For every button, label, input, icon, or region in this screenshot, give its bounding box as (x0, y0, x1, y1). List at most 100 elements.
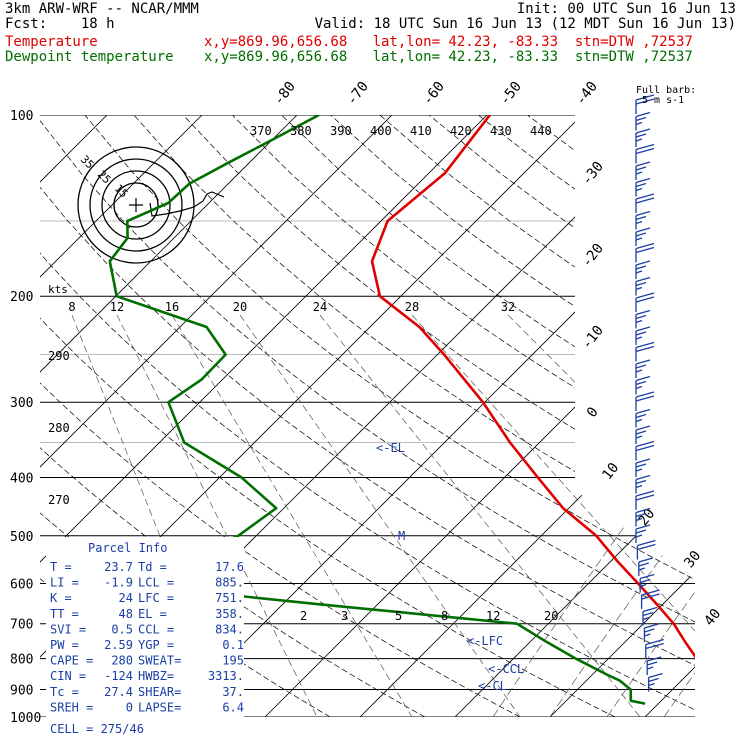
dry-adiabat-line (428, 115, 695, 717)
theta-label: 380 (290, 124, 312, 138)
mixing-ratio-line (507, 314, 695, 717)
wind-barb (638, 557, 653, 576)
moist-adiabat-line (606, 295, 695, 717)
dry-adiabat-line (330, 115, 695, 717)
wind-speed-unit-label: kts (48, 283, 68, 296)
pressure-tick-label: 900 (10, 683, 33, 698)
wind-barb (635, 111, 651, 131)
dry-adiabat-line (133, 115, 695, 717)
mixing-ratio-label: 12 (486, 609, 500, 623)
hodograph-ring-label: 35 (78, 153, 97, 172)
level-marker-label: <-CL (478, 679, 507, 693)
valid-time: Valid: 18 UTC Sun 16 Jun 13 (12 MDT Sun … (314, 16, 736, 32)
wind-speed-tick-label: 24 (313, 300, 327, 314)
parcel-param-value: 0.5 (111, 622, 133, 636)
parcel-param-name: CAPE = (50, 654, 93, 668)
isotherm-line (454, 115, 695, 717)
pressure-tick-label: 700 (10, 618, 33, 633)
dry-adiabat-line (281, 115, 695, 717)
wind-barb (635, 408, 651, 428)
hodograph-trace (149, 191, 225, 217)
wind-barb (635, 227, 651, 246)
wind-barb (635, 458, 651, 477)
level-marker-label: M (398, 529, 405, 543)
wind-speed-tick-label: 8 (68, 300, 75, 314)
dewpoint-profile-line (108, 115, 646, 705)
parcel-param-name: TT = (50, 607, 79, 621)
temperature-tick-label: -60 (420, 79, 448, 109)
isotherm-line (644, 115, 695, 717)
parcel-param-value: 0 (126, 700, 133, 714)
dry-adiabat-line (40, 115, 616, 717)
parcel-param-value: 27.4 (104, 685, 133, 699)
wind-barb (643, 623, 659, 642)
hodograph-ring (101, 170, 171, 240)
theta-label: 390 (330, 124, 352, 138)
parcel-param-value: 23.7 (104, 560, 133, 574)
parcel-param-name: T = (50, 560, 72, 574)
parcel-param-value: 2.59 (104, 638, 133, 652)
wind-barb (636, 539, 656, 560)
level-marker-label: <-LFC (467, 634, 503, 648)
barb-legend-line2: 5 m s-1 (642, 95, 684, 106)
parcel-param-value: 6.4 (222, 700, 244, 714)
wind-speed-tick-label: 20 (233, 300, 247, 314)
wind-barb (642, 606, 658, 626)
mixing-ratio-label: 8 (441, 609, 448, 623)
mixing-ratio-label: 2 (300, 609, 307, 623)
wind-barb (635, 391, 655, 411)
parcel-param-value: 751. (215, 591, 244, 605)
parcel-cell-motion: CELL = 275/46 (50, 722, 144, 736)
wind-barb (635, 309, 651, 329)
mixing-ratio-line (116, 314, 318, 717)
wind-barb (647, 672, 663, 692)
parcel-param-value: -124 (104, 669, 133, 683)
temperature-tick-label: 40 (701, 606, 724, 629)
theta-label: 370 (250, 124, 272, 138)
mixing-ratio-line (239, 314, 521, 717)
wind-barb (635, 177, 651, 197)
dewpoint-legend-label: Dewpoint temperature (5, 49, 174, 65)
temperature-tick-label: -70 (344, 79, 372, 109)
hodograph-ring-label: 25 (95, 168, 114, 187)
parcel-param-name: CIN = (50, 669, 86, 683)
temperature-tick-label: 30 (681, 548, 704, 571)
wind-barb (635, 490, 655, 510)
pressure-tick-label: 1000 (10, 711, 41, 726)
wind-barb (635, 260, 651, 279)
barb-legend-line1: Full barb: (636, 85, 696, 96)
wind-barb (635, 143, 655, 164)
parcel-param-value: 0.1 (222, 638, 244, 652)
parcel-param-name: LI = (50, 576, 79, 590)
dry-adiabat-line (527, 115, 695, 717)
wind-barb (635, 128, 651, 147)
wind-barb (635, 326, 651, 345)
parcel-param-value: 280 (111, 654, 133, 668)
dry-adiabat-line (379, 115, 695, 717)
pressure-tick-label: 500 (10, 530, 33, 545)
isotherm-line (264, 115, 695, 717)
parcel-param-value: 358. (215, 607, 244, 621)
isotherm-line (40, 115, 298, 717)
moist-adiabat-line (549, 295, 695, 717)
mixing-ratio-label: 20 (544, 609, 558, 623)
temperature-tick-label: -50 (497, 79, 525, 109)
parcel-param-name: SWEAT= (138, 654, 181, 668)
parcel-param-name: CCL = (138, 622, 174, 636)
parcel-param-value: 48 (119, 607, 133, 621)
model-title: 3km ARW-WRF -- NCAR/MMM (5, 1, 199, 17)
wind-speed-tick-label: 32 (501, 300, 515, 314)
parcel-param-value: 195 (222, 654, 244, 668)
wind-barb (635, 276, 651, 296)
parcel-param-name: EL = (138, 607, 167, 621)
pressure-tick-label: 400 (10, 471, 33, 486)
wind-barb (635, 375, 651, 395)
dry-adiabat-line (674, 115, 695, 717)
dewpoint-location: x,y=869.96,656.68 lat,lon= 42.23, -83.33… (204, 49, 693, 65)
wind-barb (635, 161, 651, 180)
dry-adiabat-line (40, 115, 695, 717)
temperature-tick-label: -80 (271, 79, 299, 109)
isotherm-line (40, 115, 203, 717)
